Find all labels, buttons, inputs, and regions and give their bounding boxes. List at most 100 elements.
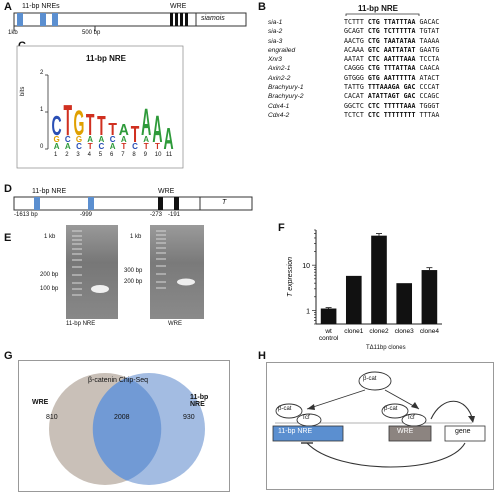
- nre-box-2: [40, 13, 46, 26]
- t-promoter-diagram: [13, 196, 253, 211]
- sequence-row: Cdx4-1 GGCTC CTC TTTTTAAA TGGGT: [266, 102, 441, 111]
- logo-ytick-2: 2: [40, 70, 44, 76]
- logo-letter: T: [131, 123, 140, 148]
- scale-left-label: 1kb: [8, 30, 18, 36]
- x-tick-label: clone3: [395, 328, 415, 335]
- nre-core: CTG TCTTTTTA: [367, 27, 416, 36]
- logo-ytick-1: 1: [40, 107, 44, 113]
- panel-label-b: B: [258, 1, 266, 13]
- bcat-right: [381, 403, 409, 419]
- logo-sub-letter: T: [155, 142, 160, 151]
- panel-label-g: G: [4, 350, 13, 362]
- venn-overlap: [92, 377, 162, 481]
- wre-element: [388, 425, 432, 442]
- logo-position-tick: 2: [65, 152, 69, 158]
- nre-label-d: 11-bp NRE: [32, 188, 67, 195]
- logo-position-tick: 5: [98, 152, 103, 158]
- panel-label-d: D: [4, 183, 12, 195]
- flank-right: GACAC: [419, 18, 440, 26]
- logo-sub-letter: T: [121, 142, 126, 151]
- logo-letter: A: [152, 109, 162, 151]
- logo-position-tick: 4: [87, 152, 91, 158]
- flank-right: TTTAA: [419, 110, 440, 119]
- logo-ytick-0: 0: [40, 144, 44, 150]
- nre-sequence-table: sia-1 TCTTT CTG TTATTTAA GACAC sia-2 GCAGT CTG…: [266, 18, 441, 120]
- nre-element-label: 11-bp NRE: [278, 428, 313, 435]
- nre-core: CTG TAATATAA: [367, 36, 416, 45]
- logo-sub-letter: A: [99, 135, 105, 144]
- gene-name: Axin2-2: [268, 74, 291, 82]
- gene-name: sia-3: [268, 37, 283, 45]
- marker-left-1kb: 1 kb: [44, 234, 56, 240]
- pos-label-191: -191: [168, 212, 181, 218]
- x-tick-label: clone1: [344, 328, 364, 335]
- flank-left: GGCTC: [344, 101, 364, 110]
- logo-sub-letter: T: [144, 142, 149, 151]
- t-promoter-bar: [13, 196, 253, 211]
- gene-label-siamois: siamois: [201, 15, 225, 22]
- sequence-row: engrailed ACAAA GTC AATTATAT GAATG: [266, 46, 441, 55]
- bar: [396, 283, 413, 324]
- venn-title: β-catenin Chip-Seq: [88, 377, 149, 384]
- logo-position-tick: 10: [154, 152, 162, 158]
- gene-name: Cdx4-1: [268, 102, 290, 110]
- logo-letter: T: [108, 119, 117, 139]
- logo-title: 11-bp NRE: [86, 54, 127, 63]
- wre-box-d-1: [158, 197, 163, 210]
- sequence-row: Axin2-2 GTGGG GTG AATTTTTA ATACT: [266, 74, 441, 83]
- gene-name: sia-1: [268, 19, 283, 26]
- logo-position-tick: 11: [166, 152, 173, 158]
- flank-right: CCAGC: [419, 92, 440, 101]
- logo-sub-letter: A: [54, 142, 60, 151]
- wre-box-3: [180, 13, 183, 26]
- logo-letter: T: [86, 108, 95, 143]
- logo-sub-letter: C: [65, 135, 71, 144]
- sequence-row: Cdx4-2 TCTCT CTC TTTTTTTT TTTAA: [266, 111, 441, 120]
- gel-left-caption: 11-bp NRE: [66, 321, 96, 327]
- flank-left: AACTG: [344, 36, 364, 45]
- y-tick-label: 10: [302, 263, 310, 270]
- nre-core: CTC TTTTTTTT: [367, 110, 416, 119]
- nre-core: GTG AATTTTTA: [367, 73, 416, 82]
- sequence-row: Axin2-1 CAGGG CTG TTTATTAA CAACA: [266, 64, 441, 73]
- wre-box-2: [175, 13, 178, 26]
- logo-letter: A: [119, 122, 130, 139]
- logo-letter: T: [97, 110, 106, 142]
- logo-letter: G: [74, 102, 85, 143]
- panel-label-f: F: [278, 222, 285, 234]
- flank-left: GTGGG: [344, 73, 364, 82]
- nre-core: TTTAAAGA GAC: [367, 83, 416, 92]
- y-axis-label: T expression: [287, 257, 294, 297]
- flank-right: ATACT: [419, 73, 440, 82]
- gene-name: sia-2: [268, 28, 283, 36]
- nre-element: [272, 425, 344, 442]
- marker-right-1kb: 1 kb: [130, 234, 142, 240]
- gene-name: engrailed: [268, 46, 296, 54]
- nre-box-1: [17, 13, 23, 26]
- flank-right: TAAAA: [419, 36, 440, 45]
- wre-box-d-2: [174, 197, 179, 210]
- siamois-promoter-diagram: [13, 12, 247, 31]
- panel-label-e: E: [4, 232, 12, 244]
- sequence-row: sia-3 AACTG CTG TAATATAA TAAAA: [266, 37, 441, 46]
- logo-sub-letter: A: [121, 135, 127, 144]
- sequence-row: Xnr3 AATAT CTC AATTTAAA TCCTA: [266, 55, 441, 64]
- nre-box-d-2: [88, 197, 94, 210]
- nre-label-a: 11-bp NREs: [22, 3, 60, 10]
- nre-core: CTC TTTTTAAA: [367, 101, 416, 110]
- x-tick-label: clone2: [369, 328, 389, 335]
- flank-left: CAGGG: [344, 64, 364, 73]
- x-tick-label: clone4: [420, 328, 440, 335]
- logo-sub-letter: A: [110, 142, 116, 151]
- pos-label-1613: -1613 bp: [14, 212, 38, 218]
- chart-caption: TΔ11bp clones: [366, 345, 406, 351]
- model-diagram: [272, 371, 486, 468]
- nre-box-3: [52, 13, 58, 26]
- bar: [371, 235, 387, 324]
- wre-label-a: WRE: [170, 3, 187, 10]
- flank-left: TCTCT: [344, 110, 364, 119]
- nre-core: CTG TTATTTAA: [367, 18, 416, 26]
- logo-sub-letter: C: [99, 142, 105, 151]
